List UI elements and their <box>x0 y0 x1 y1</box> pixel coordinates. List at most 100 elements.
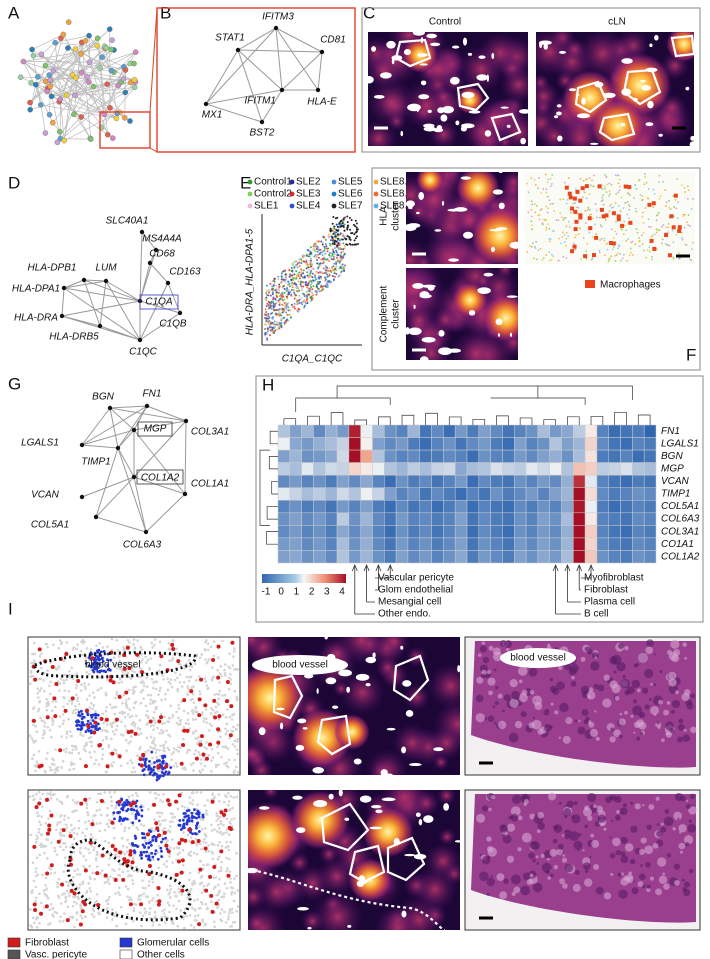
scatter-dot <box>318 252 321 255</box>
cell-dot <box>548 237 551 240</box>
graph-edge <box>105 280 141 302</box>
cell-dot <box>603 239 606 242</box>
heatmap-cell <box>384 474 397 488</box>
other-cell <box>151 747 154 751</box>
scatter-dot <box>314 242 317 245</box>
glom-cell <box>124 803 128 807</box>
heatmap-cell <box>384 424 397 438</box>
map-hotspot <box>470 206 518 264</box>
cell-dot <box>530 220 533 223</box>
other-cell <box>208 722 212 726</box>
other-cell <box>124 699 128 702</box>
other-cell <box>148 791 152 794</box>
scatter-dot <box>275 291 278 294</box>
other-cell <box>106 813 109 817</box>
map-gap <box>568 88 577 92</box>
network-node <box>108 67 115 74</box>
heatmap-cell <box>336 512 350 526</box>
other-cell <box>153 910 157 914</box>
other-cell <box>224 732 228 736</box>
scatter-dot <box>331 239 334 242</box>
other-cell <box>194 718 198 721</box>
scatter-dot <box>270 307 273 310</box>
cell-dot <box>588 177 591 179</box>
heatmap-cell <box>573 500 586 514</box>
map-gap <box>436 125 443 131</box>
heatmap-cell <box>478 550 491 564</box>
macrophage <box>568 195 573 200</box>
other-cell <box>133 770 137 774</box>
other-cell <box>43 731 47 735</box>
other-cell <box>31 739 35 742</box>
cell-dot <box>591 236 594 239</box>
other-cell <box>226 729 229 733</box>
scatter-dot <box>335 273 338 276</box>
other-cell <box>77 751 81 755</box>
fibroblast <box>194 756 199 761</box>
other-cell <box>84 846 87 850</box>
network-node <box>86 32 92 39</box>
scatter-dot <box>271 285 274 288</box>
glom-cell <box>94 663 98 667</box>
scatter-dot <box>306 281 309 284</box>
he-texture <box>565 717 573 725</box>
other-cell <box>29 833 33 837</box>
other-cell <box>116 666 119 670</box>
macrophage <box>578 198 583 203</box>
other-cell <box>126 850 129 854</box>
other-cell <box>64 750 68 754</box>
other-cell <box>223 794 227 797</box>
scatter-dot <box>284 273 287 276</box>
other-cell <box>147 838 151 842</box>
scatter-dot <box>300 297 303 300</box>
cell-dot <box>530 224 533 227</box>
glom-cell <box>77 713 81 717</box>
other-cell <box>202 884 206 888</box>
scatter-dot <box>340 225 343 228</box>
other-cell <box>167 763 171 767</box>
network-edge <box>29 65 46 110</box>
other-cell <box>78 883 82 886</box>
heatmap-cell <box>490 487 503 501</box>
map-hotspot <box>334 714 370 750</box>
heatmap-cell <box>596 512 609 526</box>
other-cell <box>34 874 38 878</box>
heatmap-cell <box>419 487 432 501</box>
other-cell <box>167 647 171 651</box>
scatter-dot <box>328 260 331 263</box>
other-cell <box>193 908 197 912</box>
legend-label: SLE5 <box>338 177 363 188</box>
map-gap <box>385 773 393 775</box>
map-gap <box>304 673 314 679</box>
network-node <box>65 19 72 25</box>
scatter-dot <box>298 294 301 297</box>
map-gap <box>447 208 461 212</box>
scatter-dot <box>326 250 329 253</box>
cell-dot <box>553 230 555 233</box>
other-cell <box>120 836 124 840</box>
scatter-dot <box>264 298 267 301</box>
heatmap-cell <box>360 449 373 463</box>
fibroblast <box>197 697 202 702</box>
other-cell <box>132 766 135 769</box>
he-texture <box>614 695 620 701</box>
scatter-dot <box>277 291 280 294</box>
other-cell <box>225 840 228 844</box>
cell-dot <box>635 188 638 190</box>
cell-dot <box>629 247 632 250</box>
heatmap-cell <box>301 525 314 539</box>
heatmap-cell <box>502 487 515 501</box>
scatter-dot <box>281 295 284 298</box>
cell-dot <box>616 247 619 250</box>
other-cell <box>106 645 109 648</box>
heatmap-cell <box>584 462 598 476</box>
network-edge <box>35 84 42 105</box>
scatter-dot <box>264 332 267 335</box>
other-cell <box>224 727 227 731</box>
other-cell <box>58 639 62 642</box>
scatter-dot <box>265 284 268 287</box>
cell-dot <box>553 210 556 213</box>
other-cell <box>107 878 110 882</box>
map-gap <box>468 110 481 114</box>
other-cell <box>200 891 204 895</box>
